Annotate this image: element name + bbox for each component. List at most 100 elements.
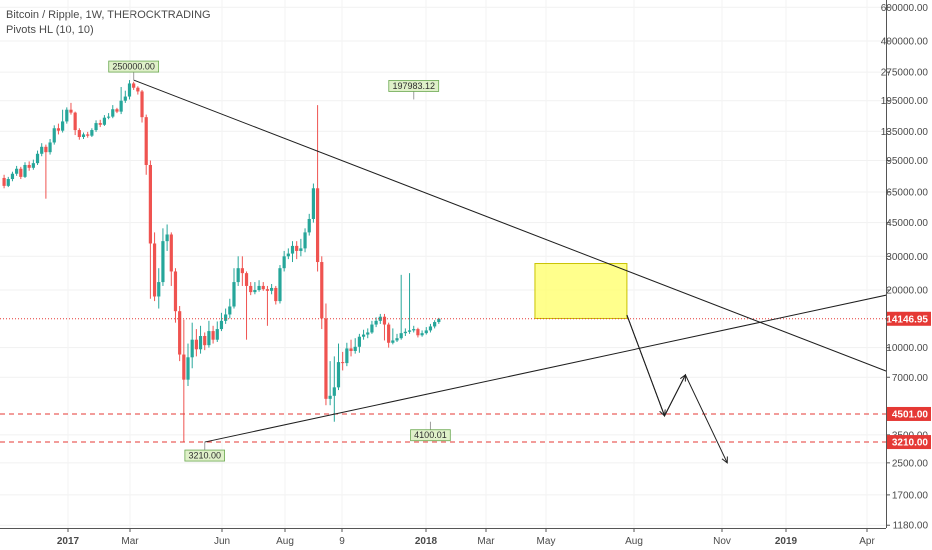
candle[interactable] <box>102 115 107 126</box>
candle[interactable] <box>56 123 61 135</box>
candle[interactable] <box>370 320 374 334</box>
price-tag[interactable]: 3210.00 <box>887 435 931 450</box>
candle[interactable] <box>106 113 111 120</box>
candle[interactable] <box>115 107 119 114</box>
candle[interactable] <box>144 114 148 175</box>
candle[interactable] <box>65 107 69 124</box>
candle[interactable] <box>265 285 270 326</box>
candle[interactable] <box>194 329 198 357</box>
candle[interactable] <box>90 128 94 138</box>
candle[interactable] <box>61 109 65 133</box>
candle[interactable] <box>219 312 224 332</box>
trendline[interactable] <box>204 293 891 443</box>
candle[interactable] <box>290 241 295 263</box>
candle[interactable] <box>366 328 370 339</box>
price-tag[interactable]: 4501.00 <box>887 406 931 421</box>
candle[interactable] <box>374 317 378 328</box>
candle[interactable] <box>123 90 127 103</box>
candle[interactable] <box>361 329 366 340</box>
candle[interactable] <box>15 165 19 176</box>
candle[interactable] <box>391 328 395 345</box>
trendline[interactable] <box>133 79 891 374</box>
candle[interactable] <box>165 224 169 251</box>
candle[interactable] <box>412 325 416 333</box>
candle[interactable] <box>161 228 165 286</box>
candle[interactable] <box>148 160 152 299</box>
candle[interactable] <box>69 102 73 115</box>
candle[interactable] <box>357 333 361 353</box>
candle[interactable] <box>286 248 290 260</box>
candle[interactable] <box>295 241 299 260</box>
candle[interactable] <box>224 308 228 324</box>
candle[interactable] <box>328 361 332 406</box>
candle[interactable] <box>341 351 345 371</box>
candle[interactable] <box>173 268 178 323</box>
candle[interactable] <box>111 105 115 119</box>
candle[interactable] <box>178 305 182 362</box>
candle[interactable] <box>19 166 23 180</box>
candle[interactable] <box>249 282 253 296</box>
candle[interactable] <box>186 343 190 387</box>
candle[interactable] <box>433 320 437 329</box>
candle[interactable] <box>190 322 194 369</box>
candle[interactable] <box>169 232 173 286</box>
candle[interactable] <box>27 161 31 171</box>
candle[interactable] <box>345 342 349 367</box>
candle[interactable] <box>236 256 240 286</box>
candle[interactable] <box>416 327 420 338</box>
candle[interactable] <box>320 256 324 330</box>
candle[interactable] <box>211 325 215 344</box>
candle[interactable] <box>395 333 399 342</box>
candle[interactable] <box>35 150 40 165</box>
candle[interactable] <box>44 144 48 199</box>
candle[interactable] <box>132 81 136 90</box>
candle[interactable] <box>31 159 35 170</box>
price-tag[interactable]: 14146.95 <box>886 311 931 326</box>
candle[interactable] <box>315 105 320 272</box>
candle[interactable] <box>198 325 203 354</box>
highlight-zone[interactable] <box>534 263 628 319</box>
candle[interactable] <box>428 323 433 333</box>
candle[interactable] <box>407 273 412 334</box>
candle[interactable] <box>299 238 303 257</box>
time-axis[interactable] <box>0 528 886 550</box>
candle[interactable] <box>311 183 316 223</box>
price-axis[interactable] <box>886 0 932 550</box>
candle[interactable] <box>203 332 207 351</box>
candle[interactable] <box>94 120 98 132</box>
projection-path[interactable] <box>626 314 727 463</box>
candle[interactable] <box>240 256 244 286</box>
candle[interactable] <box>40 143 44 157</box>
candle[interactable] <box>140 89 144 123</box>
candle[interactable] <box>127 80 132 100</box>
candle[interactable] <box>399 274 403 340</box>
candle[interactable] <box>274 285 278 305</box>
candle[interactable] <box>136 86 140 95</box>
candle[interactable] <box>257 280 261 292</box>
candle[interactable] <box>215 321 219 342</box>
candle[interactable] <box>261 282 265 291</box>
candle[interactable] <box>282 250 286 272</box>
candle[interactable] <box>182 319 186 443</box>
candle[interactable] <box>378 313 382 324</box>
candle[interactable] <box>119 86 123 115</box>
candle[interactable] <box>270 283 274 295</box>
candle[interactable] <box>48 139 52 155</box>
candle[interactable] <box>332 356 336 422</box>
candle[interactable] <box>253 282 257 295</box>
candle[interactable] <box>152 232 157 302</box>
candle[interactable] <box>244 271 249 340</box>
candle[interactable] <box>77 128 81 140</box>
candle[interactable] <box>2 174 6 189</box>
candle[interactable] <box>382 313 387 341</box>
candle[interactable] <box>349 339 353 357</box>
candle[interactable] <box>86 131 90 138</box>
candle[interactable] <box>403 328 407 336</box>
candle[interactable] <box>353 338 357 354</box>
candle[interactable] <box>232 268 236 309</box>
candle[interactable] <box>52 125 56 145</box>
candle[interactable] <box>324 303 328 406</box>
candle[interactable] <box>336 343 341 391</box>
candle[interactable] <box>228 298 232 319</box>
